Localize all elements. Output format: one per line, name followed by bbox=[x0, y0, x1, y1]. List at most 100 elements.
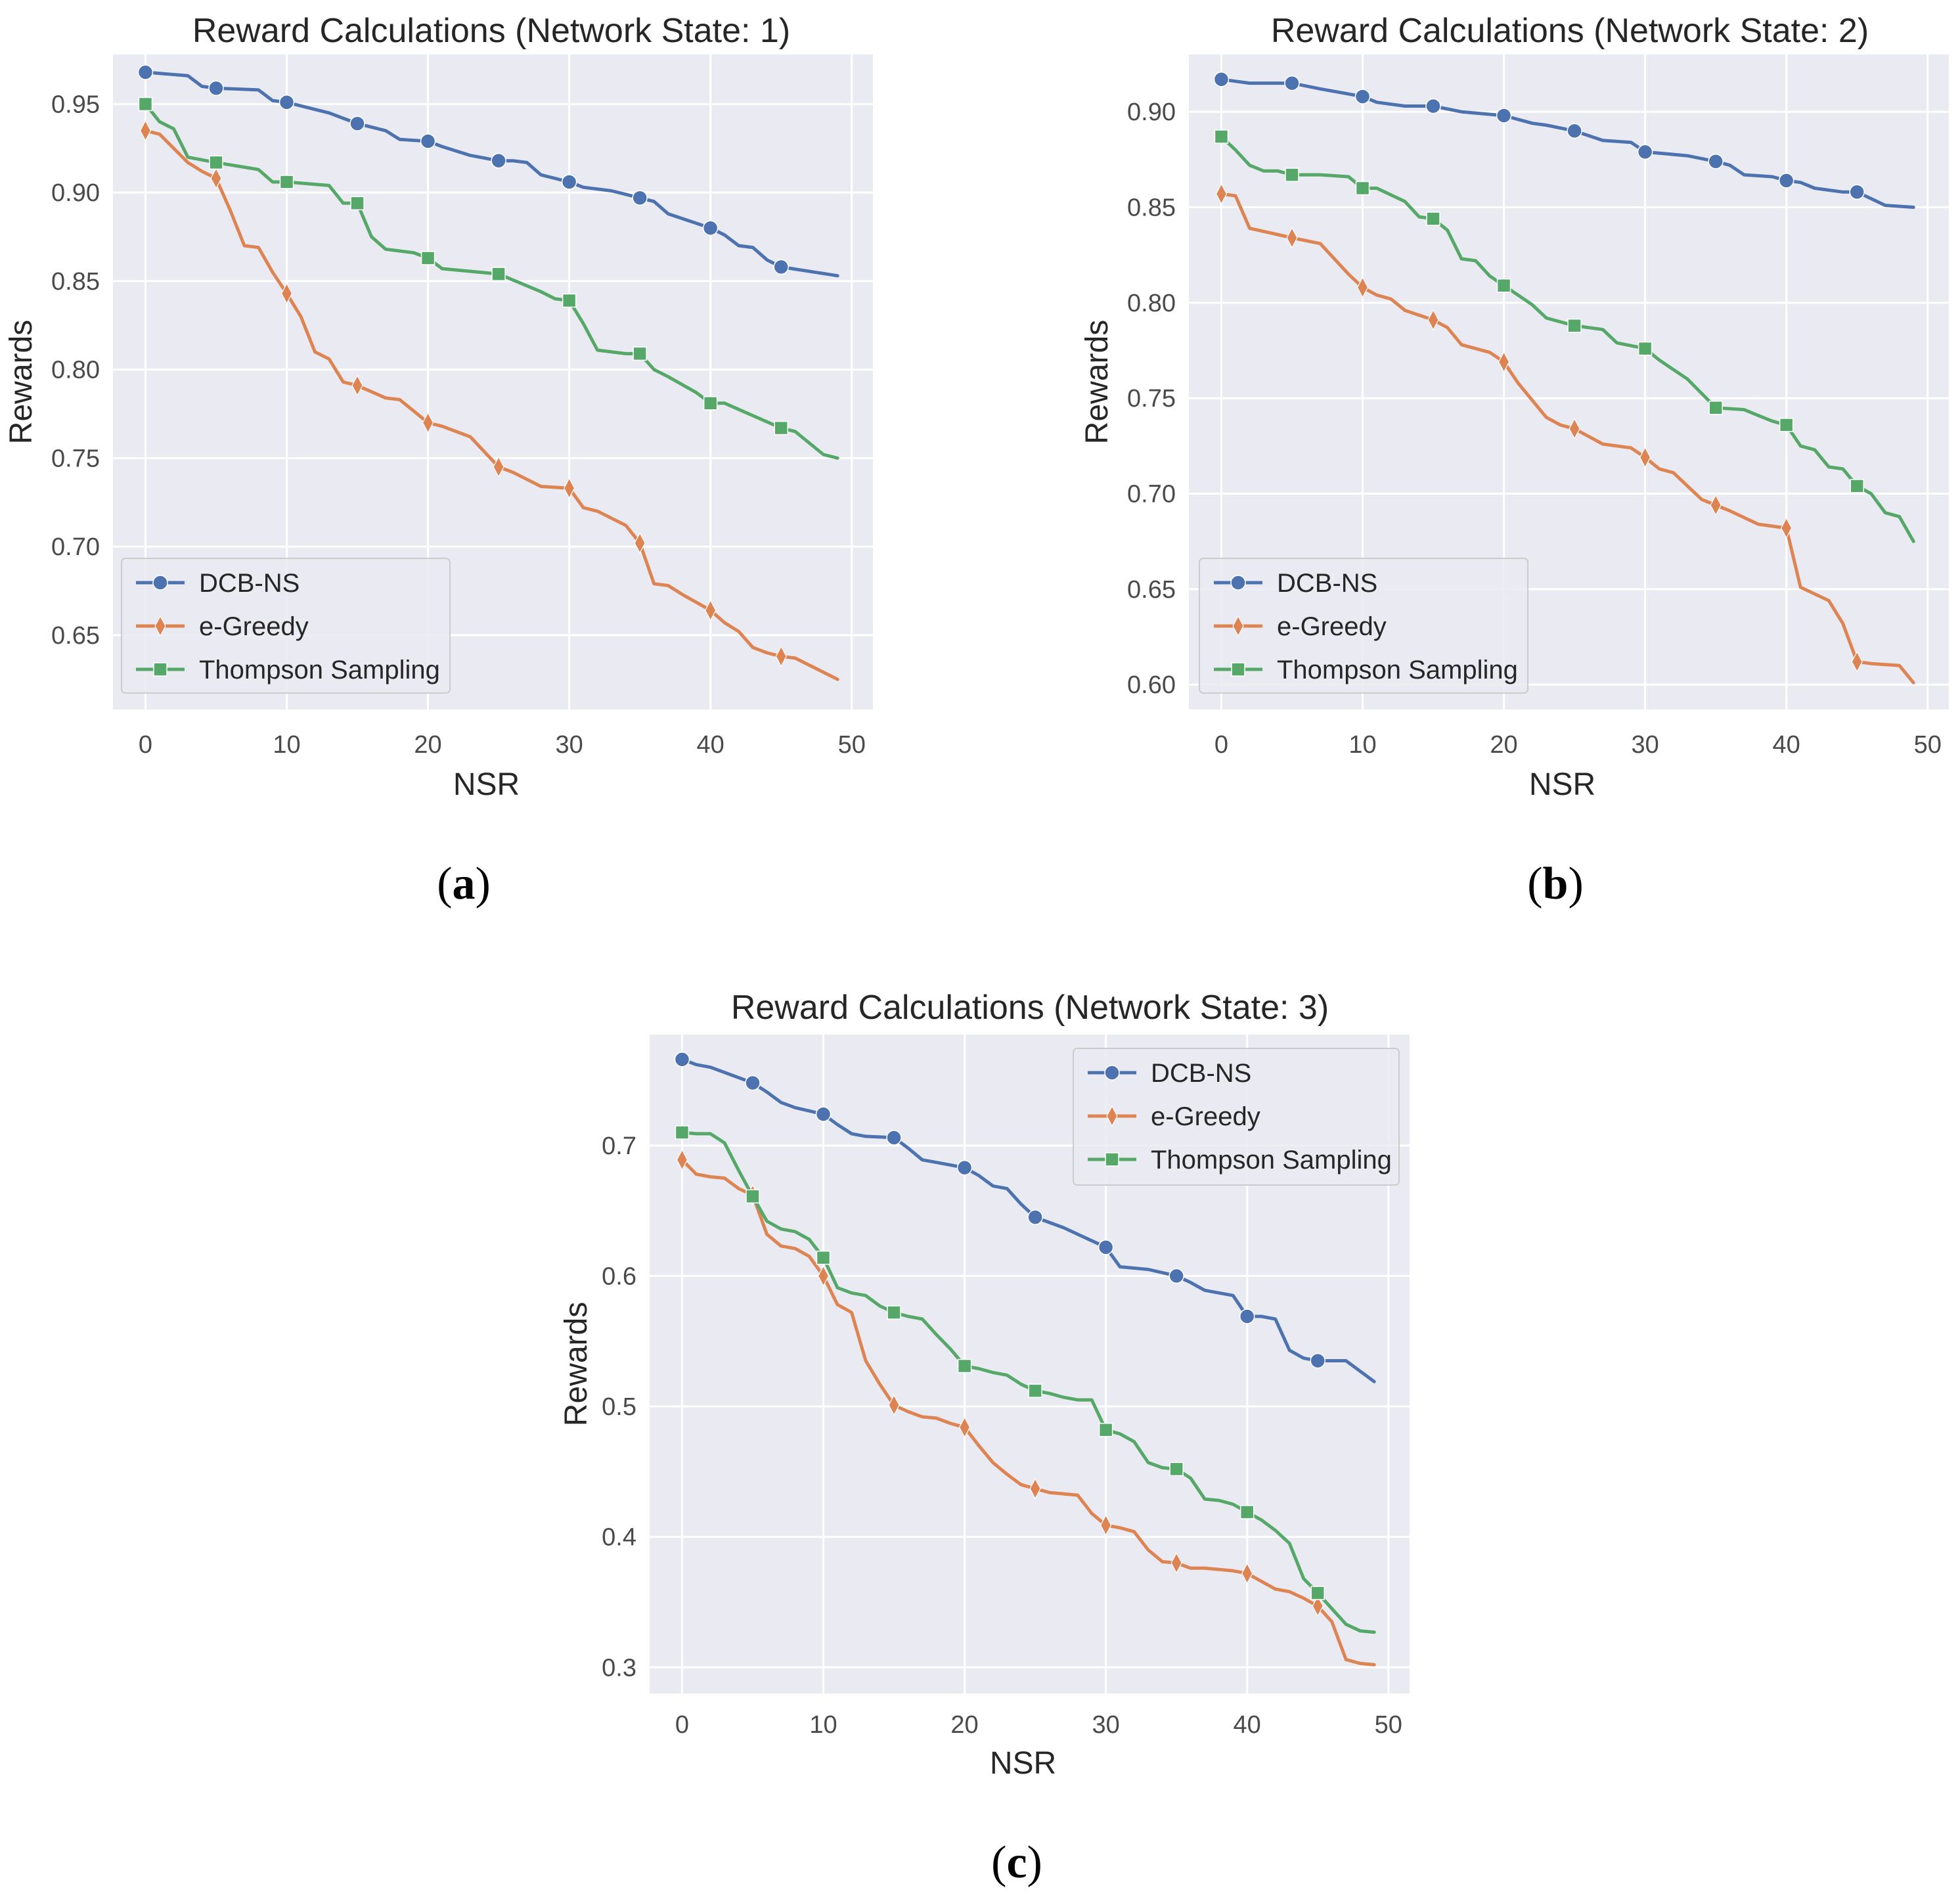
data-point-marker bbox=[278, 95, 295, 110]
legend-item: Thompson Sampling bbox=[1088, 1146, 1392, 1175]
legend-item: DCB-NS bbox=[136, 569, 300, 598]
legend-item: e-Greedy bbox=[1214, 612, 1387, 641]
legend-swatch-marker bbox=[1104, 1065, 1120, 1081]
series-line bbox=[144, 129, 839, 681]
data-point-marker bbox=[351, 374, 363, 397]
y-tick-label: 0.90 bbox=[1127, 99, 1176, 126]
caption-letter: a bbox=[453, 859, 476, 909]
x-tick-label: 10 bbox=[809, 1711, 837, 1739]
series-e-greedy bbox=[1215, 183, 1915, 684]
data-point-marker bbox=[674, 1051, 690, 1067]
legend-label: e-Greedy bbox=[1277, 612, 1387, 641]
figure-caption: (a) bbox=[437, 859, 491, 909]
legend-swatch-marker bbox=[1231, 662, 1245, 677]
caption-paren-close: ) bbox=[1568, 859, 1583, 909]
data-point-marker bbox=[1169, 1268, 1184, 1284]
legend-item: e-Greedy bbox=[136, 612, 309, 641]
data-point-marker bbox=[350, 196, 365, 211]
legend-box bbox=[121, 558, 451, 694]
data-point-marker bbox=[1284, 75, 1300, 91]
x-tick-label: 30 bbox=[555, 731, 583, 759]
y-tick-label: 0.6 bbox=[602, 1263, 636, 1290]
x-tick-label: 20 bbox=[1490, 731, 1517, 759]
data-point-marker bbox=[1637, 144, 1653, 160]
data-point-marker bbox=[561, 174, 577, 190]
data-point-marker bbox=[815, 1106, 832, 1122]
series-e-greedy bbox=[676, 1149, 1376, 1667]
legend: DCB-NS e-Greedy Thompson Sampling bbox=[121, 558, 451, 694]
data-point-marker bbox=[1708, 400, 1723, 415]
data-point-marker bbox=[349, 116, 365, 131]
x-axis-label: NSR bbox=[453, 767, 520, 802]
x-axis-label: NSR bbox=[1529, 767, 1595, 802]
y-axis-label: Rewards bbox=[559, 1302, 594, 1426]
data-point-marker bbox=[705, 599, 717, 621]
figure-caption: (c) bbox=[991, 1837, 1042, 1888]
caption-paren-open: ( bbox=[991, 1837, 1006, 1888]
data-point-marker bbox=[1312, 1595, 1324, 1617]
y-tick-label: 0.65 bbox=[51, 622, 100, 650]
y-tick-label: 0.70 bbox=[51, 533, 100, 561]
caption-letter: b bbox=[1543, 859, 1569, 909]
legend-item: e-Greedy bbox=[1088, 1102, 1260, 1131]
data-point-marker bbox=[1569, 418, 1580, 439]
y-tick-label: 0.65 bbox=[1127, 576, 1176, 604]
caption-letter: c bbox=[1006, 1837, 1027, 1888]
data-point-marker bbox=[138, 97, 153, 112]
data-point-marker bbox=[1029, 1477, 1041, 1500]
data-point-marker bbox=[1496, 108, 1512, 123]
legend-box bbox=[1073, 1048, 1400, 1186]
data-point-marker bbox=[1098, 1423, 1113, 1437]
x-axis-label: NSR bbox=[990, 1746, 1056, 1781]
data-point-marker bbox=[280, 282, 293, 305]
legend-swatch-marker bbox=[1232, 615, 1244, 637]
data-point-marker bbox=[957, 1358, 972, 1374]
data-point-marker bbox=[632, 190, 648, 206]
data-point-marker bbox=[956, 1159, 973, 1176]
x-tick-label: 0 bbox=[1214, 731, 1228, 759]
chart-title: Reward Calculations (Network State: 3) bbox=[731, 989, 1329, 1027]
y-tick-label: 0.80 bbox=[51, 357, 100, 384]
series-thompson-sampling bbox=[675, 1125, 1376, 1634]
legend-swatch-marker bbox=[153, 662, 167, 677]
caption-paren-open: ( bbox=[437, 859, 452, 909]
x-tick-label: 10 bbox=[273, 731, 300, 759]
chart-b: 0 10 20 30 40 50 0.60 0.65 0.70 0.75 0.80 0.85 0.90 R… bbox=[1080, 12, 1949, 909]
series-line bbox=[680, 1058, 1376, 1383]
data-point-marker bbox=[279, 175, 294, 189]
data-point-marker bbox=[1498, 351, 1510, 373]
data-point-marker bbox=[1708, 154, 1724, 169]
series-line bbox=[680, 1131, 1376, 1634]
legend-label: Thompson Sampling bbox=[199, 656, 440, 684]
series-line bbox=[1220, 135, 1915, 543]
figure-caption: (b) bbox=[1527, 859, 1584, 909]
legend-swatch-marker bbox=[154, 615, 166, 637]
data-point-marker bbox=[563, 477, 575, 499]
x-tick-label: 50 bbox=[1914, 731, 1942, 759]
legend-label: e-Greedy bbox=[199, 612, 309, 641]
x-tick-label: 30 bbox=[1631, 731, 1659, 759]
x-tick-label: 10 bbox=[1348, 731, 1376, 759]
x-tick-label: 40 bbox=[697, 731, 724, 759]
data-point-marker bbox=[493, 456, 504, 478]
data-point-marker bbox=[420, 133, 436, 149]
data-point-marker bbox=[703, 396, 718, 411]
legend-swatch-marker bbox=[1105, 1152, 1119, 1167]
data-point-marker bbox=[1215, 183, 1228, 205]
data-point-marker bbox=[1425, 98, 1441, 114]
legend-label: DCB-NS bbox=[1277, 569, 1377, 598]
data-point-marker bbox=[1100, 1514, 1112, 1536]
legend-item: DCB-NS bbox=[1088, 1059, 1251, 1088]
legend-label: DCB-NS bbox=[199, 569, 300, 598]
legend: DCB-NS e-Greedy Thompson Sampling bbox=[1073, 1048, 1400, 1186]
data-point-marker bbox=[137, 64, 154, 80]
data-point-marker bbox=[886, 1130, 902, 1146]
data-point-marker bbox=[1710, 494, 1722, 516]
y-tick-label: 0.90 bbox=[51, 179, 100, 207]
data-point-marker bbox=[139, 120, 152, 142]
data-point-marker bbox=[1781, 517, 1793, 539]
data-point-marker bbox=[491, 152, 506, 169]
series-line bbox=[144, 70, 839, 278]
data-point-marker bbox=[1241, 1563, 1253, 1584]
